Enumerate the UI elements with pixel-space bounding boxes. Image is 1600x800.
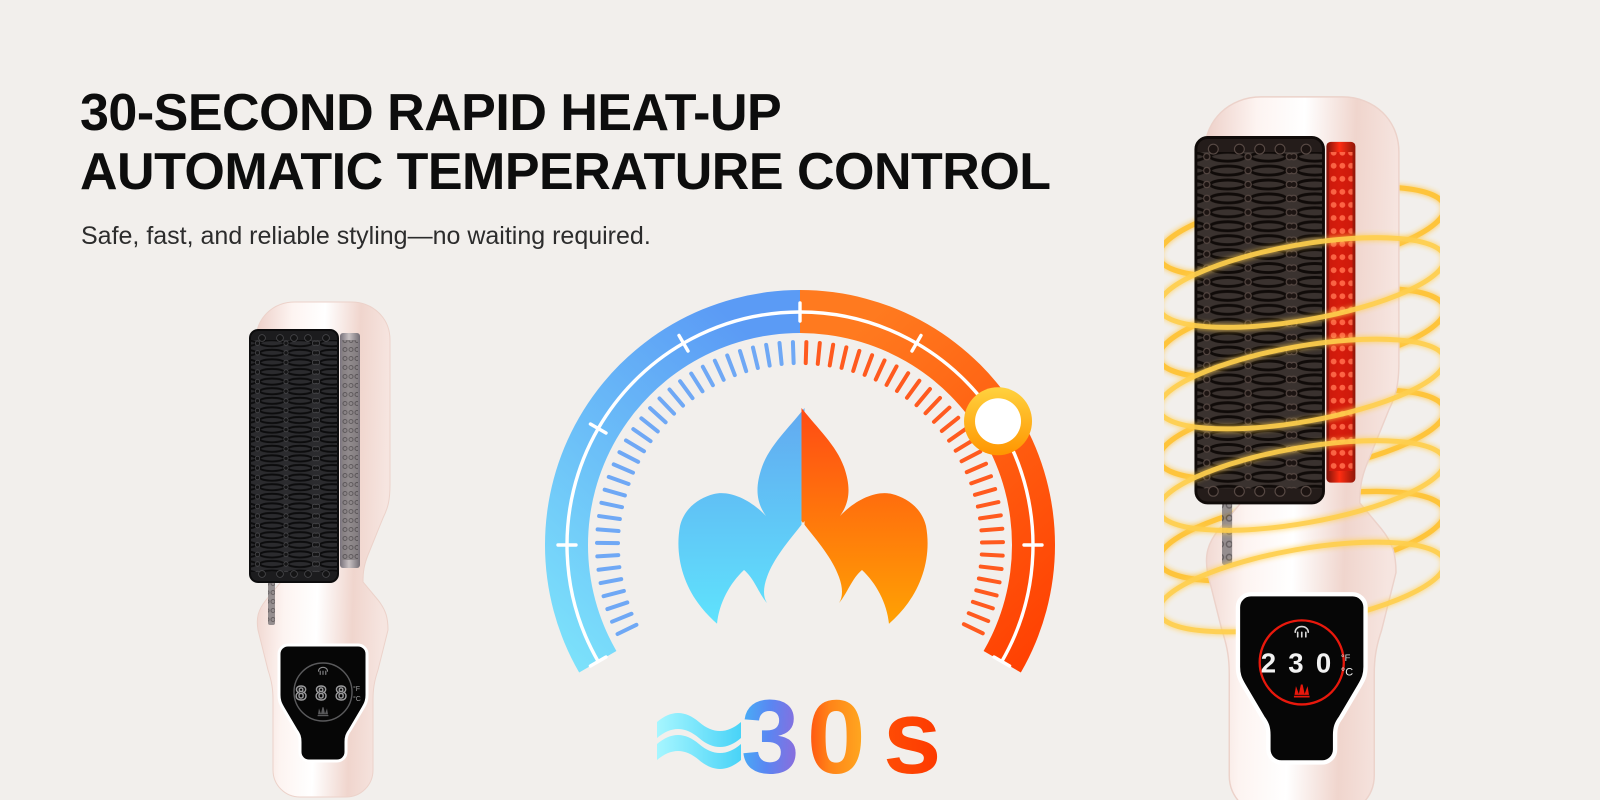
svg-text:8: 8 bbox=[335, 683, 346, 705]
svg-text:0: 0 bbox=[1316, 648, 1331, 679]
svg-text:8: 8 bbox=[295, 683, 306, 705]
svg-text:°F: °F bbox=[1341, 652, 1351, 663]
svg-text:8: 8 bbox=[315, 683, 326, 705]
svg-text:°C: °C bbox=[353, 695, 361, 703]
svg-text:°F: °F bbox=[353, 685, 360, 693]
svg-text:°C: °C bbox=[1341, 666, 1353, 678]
svg-text:3: 3 bbox=[1288, 648, 1303, 679]
svg-text:2: 2 bbox=[1261, 648, 1276, 679]
